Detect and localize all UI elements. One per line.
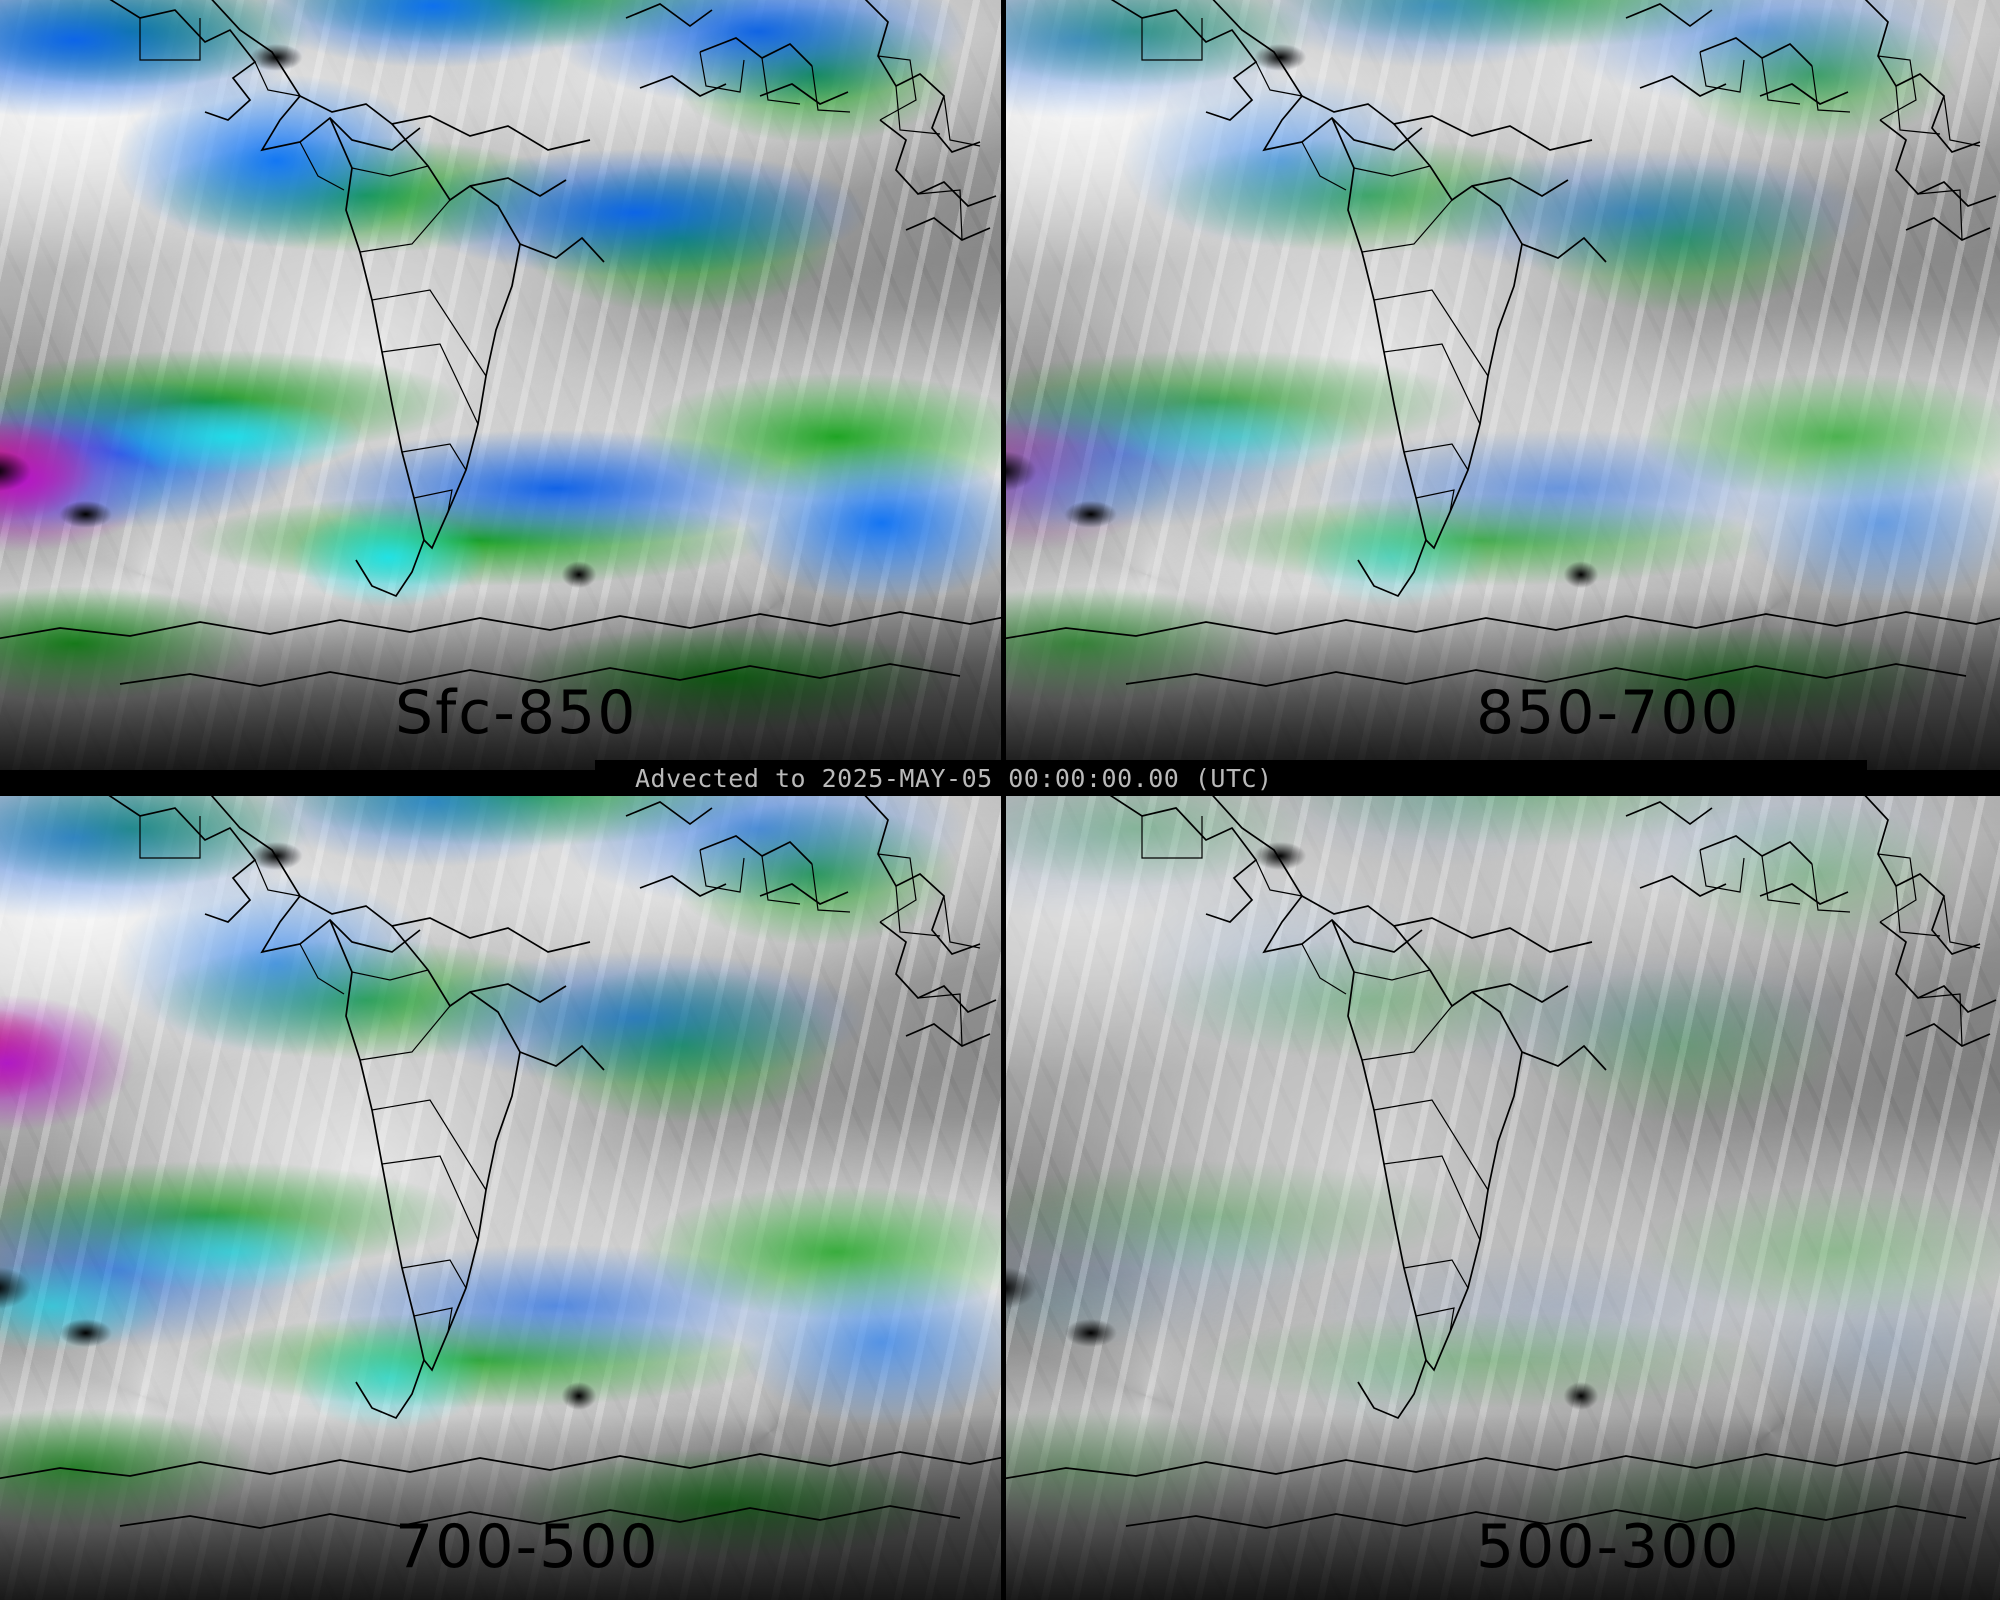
- panel-500-300[interactable]: 500-300: [1006, 796, 2000, 1600]
- panel-label-500-300: 500-300: [1476, 1512, 1741, 1582]
- panel-700-500[interactable]: 700-500: [0, 796, 1001, 1600]
- polar-dark-band: [0, 796, 1001, 1600]
- panel-label-850-700: 850-700: [1476, 678, 1741, 748]
- polar-dark-band: [1006, 0, 2000, 770]
- panel-850-700[interactable]: 850-700: [1006, 0, 2000, 770]
- polar-dark-band: [1006, 796, 2000, 1600]
- field-850-700: [1006, 0, 2000, 770]
- field-sfc-850: [0, 0, 1001, 770]
- advection-timestamp-text: Advected to 2025-MAY-05 00:00:00.00 (UTC…: [635, 763, 1273, 793]
- polar-dark-band: [0, 0, 1001, 770]
- field-500-300: [1006, 796, 2000, 1600]
- panel-sfc-850[interactable]: Sfc-850: [0, 0, 1001, 770]
- advection-timestamp-banner: Advected to 2025-MAY-05 00:00:00.00 (UTC…: [595, 760, 1867, 796]
- vertical-panel-divider: [1001, 0, 1006, 1600]
- field-700-500: [0, 796, 1001, 1600]
- panel-label-700-500: 700-500: [395, 1512, 660, 1582]
- panel-label-sfc-850: Sfc-850: [395, 678, 638, 748]
